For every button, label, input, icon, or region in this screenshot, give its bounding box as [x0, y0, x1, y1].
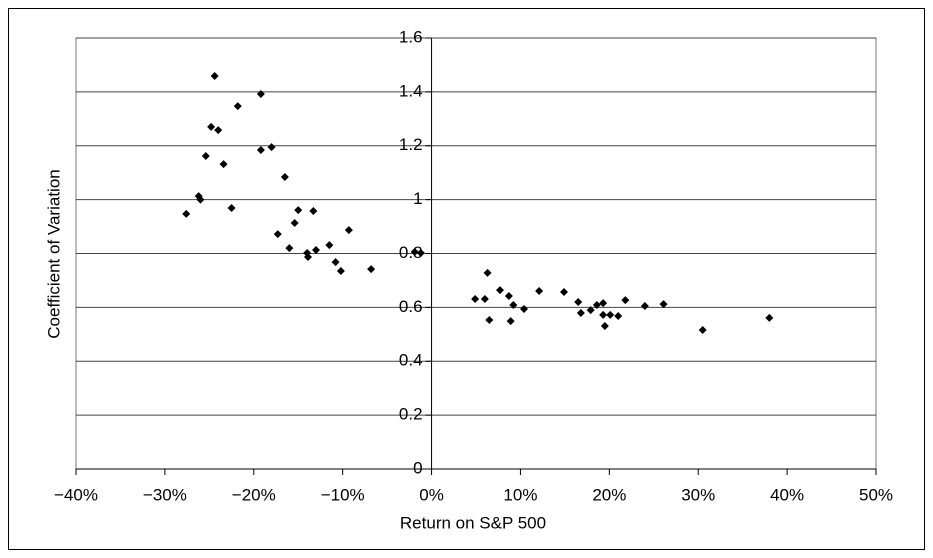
point: [535, 286, 544, 295]
point: [496, 286, 504, 295]
point: [592, 300, 601, 309]
point: [480, 295, 489, 304]
x-tick-label: −40%: [54, 485, 98, 504]
point: [256, 146, 265, 155]
point: [483, 268, 492, 277]
y-tick-label: 0.8: [399, 243, 423, 262]
x-axis-label: Return on S&P 500: [400, 513, 546, 532]
y-tick-label: 0.4: [399, 351, 423, 370]
x-tick-label: 20%: [592, 485, 626, 504]
y-tick-label: 0.2: [399, 405, 423, 424]
point: [640, 302, 649, 311]
point: [599, 310, 608, 319]
point: [586, 306, 595, 315]
point: [207, 122, 216, 131]
point: [294, 206, 303, 215]
point: [304, 253, 312, 262]
x-tick-label: 0%: [419, 485, 444, 504]
point: [576, 309, 585, 318]
point: [410, 247, 419, 256]
point: [219, 160, 228, 169]
point: [331, 258, 340, 267]
point: [485, 316, 494, 325]
point: [325, 241, 334, 250]
point: [506, 317, 515, 326]
y-tick-label: 1.4: [399, 81, 423, 100]
point: [336, 267, 345, 276]
x-tick-label: −10%: [321, 485, 365, 504]
x-tick-label: 50%: [859, 485, 893, 504]
point: [214, 126, 223, 135]
point: [599, 299, 608, 308]
point: [367, 265, 376, 274]
x-tick-label: 40%: [770, 485, 804, 504]
y-tick-label: 1.6: [399, 27, 423, 46]
x-tick-label: −20%: [232, 485, 276, 504]
point: [621, 296, 630, 305]
point: [290, 219, 299, 228]
point: [267, 143, 276, 152]
y-tick-label: 1: [413, 189, 422, 208]
point: [698, 326, 707, 335]
point: [285, 244, 294, 253]
point: [182, 209, 191, 218]
point: [196, 195, 205, 204]
point: [504, 292, 513, 301]
y-axis-label: Coefficient of Variation: [44, 169, 63, 338]
point: [227, 203, 236, 212]
point: [471, 295, 480, 304]
point: [256, 90, 265, 99]
y-tick-label: 1.2: [399, 135, 423, 154]
point: [280, 172, 289, 181]
point: [201, 151, 210, 160]
y-tick-label: 0.6: [399, 297, 423, 316]
point: [273, 230, 282, 239]
point: [509, 300, 518, 309]
point: [309, 206, 318, 215]
point: [606, 310, 615, 319]
x-tick-label: 10%: [503, 485, 537, 504]
x-tick-label: −30%: [143, 485, 187, 504]
point: [520, 304, 528, 313]
point: [233, 102, 242, 111]
point: [765, 313, 774, 322]
point: [210, 71, 219, 80]
point: [312, 245, 320, 254]
point: [560, 288, 568, 297]
point: [600, 321, 609, 330]
point: [574, 297, 583, 306]
x-tick-label: 30%: [681, 485, 715, 504]
point: [614, 311, 623, 320]
point: [659, 300, 668, 309]
point: [344, 226, 353, 235]
chart-frame: [8, 8, 925, 550]
point: [416, 248, 425, 257]
y-tick-label: 0: [413, 458, 422, 477]
